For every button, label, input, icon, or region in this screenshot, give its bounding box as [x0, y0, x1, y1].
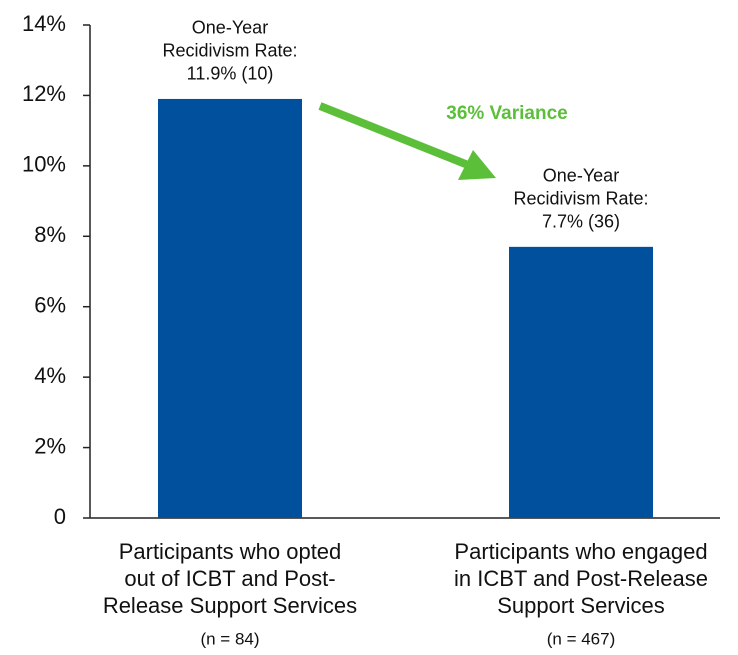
x-tick-label: in ICBT and Post-Release — [454, 566, 708, 591]
annotation: 36% Variance — [446, 103, 567, 124]
data-label: Recidivism Rate: — [513, 189, 648, 209]
y-tick-label: 4% — [34, 363, 66, 388]
category-note: (n = 84) — [200, 629, 259, 648]
data-label: One-Year — [543, 166, 619, 186]
bar — [158, 98, 302, 518]
data-label: Recidivism Rate: — [162, 41, 297, 61]
y-tick-label: 12% — [22, 81, 66, 106]
x-tick-label: Participants who opted — [119, 539, 342, 564]
data-label: 11.9% (10) — [187, 64, 274, 84]
y-tick-label: 2% — [34, 433, 66, 458]
bar — [509, 246, 653, 518]
annotation-arrow — [318, 102, 470, 169]
data-label: One-Year — [192, 18, 268, 38]
y-tick-label: 10% — [22, 152, 66, 177]
annotation-arrowhead — [458, 150, 496, 180]
y-tick-label: 14% — [22, 11, 66, 36]
x-tick-label: Participants who engaged — [454, 539, 707, 564]
data-label: 7.7% (36) — [542, 212, 620, 232]
x-tick-label: Release Support Services — [103, 593, 357, 618]
y-tick-label: 8% — [34, 222, 66, 247]
y-tick-label: 6% — [34, 293, 66, 318]
category-note: (n = 467) — [547, 629, 616, 648]
y-tick-label: 0 — [54, 504, 66, 529]
x-tick-label: out of ICBT and Post- — [124, 566, 335, 591]
x-tick-label: Support Services — [497, 593, 665, 618]
